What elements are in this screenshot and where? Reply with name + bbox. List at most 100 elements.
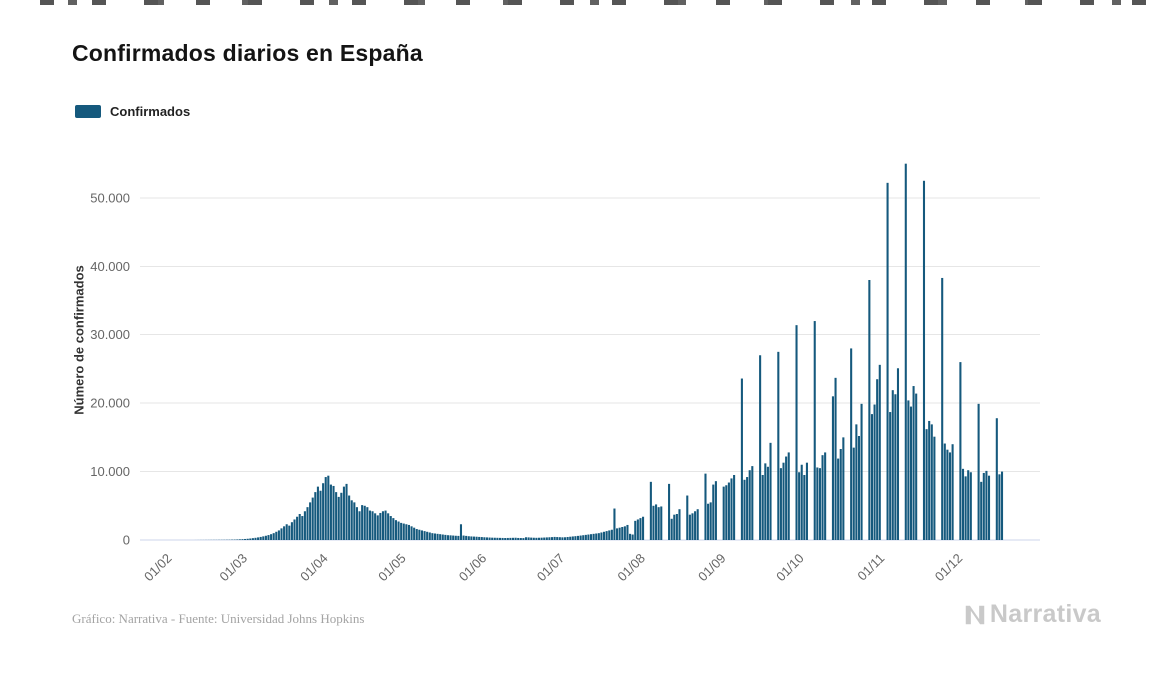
bar bbox=[413, 527, 416, 540]
bar bbox=[387, 513, 390, 540]
bar bbox=[608, 530, 611, 540]
bar bbox=[582, 535, 585, 540]
bar bbox=[980, 481, 983, 540]
bar bbox=[418, 529, 421, 540]
y-tick-label: 40.000 bbox=[90, 259, 130, 274]
bar bbox=[428, 532, 431, 540]
bar bbox=[746, 477, 749, 540]
narrativa-logo[interactable]: Narrativa bbox=[963, 600, 1101, 629]
bar bbox=[678, 509, 681, 540]
legend-label: Confirmados bbox=[110, 104, 191, 119]
bar bbox=[857, 436, 860, 540]
bar bbox=[592, 533, 595, 540]
bar bbox=[420, 530, 423, 540]
bar bbox=[985, 470, 988, 540]
bar bbox=[498, 537, 502, 540]
bar bbox=[834, 377, 837, 540]
bar bbox=[707, 503, 710, 540]
bar bbox=[238, 539, 241, 540]
bar bbox=[270, 534, 273, 540]
bar bbox=[782, 462, 785, 540]
bar bbox=[873, 404, 876, 540]
bar bbox=[696, 509, 699, 540]
bar bbox=[530, 537, 533, 540]
x-tick-label: 01/10 bbox=[773, 551, 807, 585]
bar bbox=[733, 475, 736, 540]
bar bbox=[759, 355, 762, 540]
bar bbox=[462, 535, 465, 540]
bar bbox=[876, 379, 879, 540]
x-tick-label: 01/02 bbox=[141, 551, 175, 585]
bar bbox=[340, 492, 343, 540]
bar bbox=[288, 525, 291, 540]
bar bbox=[727, 482, 730, 540]
bar bbox=[267, 535, 270, 540]
bar bbox=[842, 437, 845, 540]
bar bbox=[839, 449, 842, 540]
bar bbox=[504, 538, 507, 540]
bar bbox=[316, 486, 319, 540]
bar bbox=[896, 368, 900, 540]
bar bbox=[748, 470, 751, 540]
y-tick-label: 10.000 bbox=[90, 464, 130, 479]
bar bbox=[928, 420, 931, 540]
bar bbox=[610, 529, 613, 540]
bar bbox=[556, 537, 559, 540]
bar bbox=[576, 535, 580, 540]
bar bbox=[537, 537, 541, 540]
bar bbox=[891, 390, 894, 540]
bar bbox=[337, 496, 340, 540]
bar bbox=[831, 396, 834, 540]
bar bbox=[967, 470, 970, 540]
bar bbox=[912, 386, 915, 540]
bar bbox=[894, 394, 897, 540]
bar bbox=[566, 536, 569, 540]
bar bbox=[948, 452, 952, 540]
bar bbox=[296, 516, 299, 540]
bar bbox=[886, 182, 889, 540]
legend-item-confirmados[interactable]: Confirmados bbox=[75, 104, 190, 119]
bar bbox=[285, 524, 288, 540]
bar bbox=[909, 406, 913, 540]
bar bbox=[280, 528, 283, 540]
bar bbox=[332, 485, 335, 540]
bar bbox=[324, 477, 327, 540]
bar bbox=[987, 475, 991, 540]
bar bbox=[366, 507, 369, 540]
bar bbox=[569, 536, 572, 540]
bar bbox=[483, 537, 486, 540]
bar bbox=[761, 475, 764, 540]
bar bbox=[803, 475, 806, 540]
bar bbox=[475, 536, 478, 540]
bar bbox=[485, 537, 489, 540]
bar bbox=[454, 535, 457, 540]
bar bbox=[423, 531, 426, 540]
bar bbox=[402, 523, 405, 540]
bar bbox=[563, 537, 567, 540]
bar bbox=[852, 447, 855, 540]
bar bbox=[246, 538, 249, 540]
bar bbox=[319, 490, 322, 540]
bar bbox=[436, 533, 439, 540]
bar bbox=[433, 533, 437, 540]
bar bbox=[290, 522, 293, 540]
bar bbox=[509, 537, 512, 540]
bar bbox=[597, 533, 600, 540]
bar bbox=[251, 538, 254, 540]
bar bbox=[777, 351, 780, 540]
bar bbox=[740, 378, 743, 540]
bar bbox=[379, 512, 382, 540]
bar bbox=[722, 486, 725, 540]
bar bbox=[548, 537, 551, 540]
bar bbox=[335, 492, 338, 540]
bar bbox=[743, 479, 746, 540]
bar bbox=[543, 537, 546, 540]
bar bbox=[236, 539, 239, 540]
narrativa-logo-icon bbox=[965, 605, 985, 624]
bar bbox=[293, 519, 296, 540]
bar bbox=[657, 507, 660, 540]
bar bbox=[600, 532, 603, 540]
bar bbox=[441, 534, 444, 540]
bar bbox=[837, 458, 840, 540]
